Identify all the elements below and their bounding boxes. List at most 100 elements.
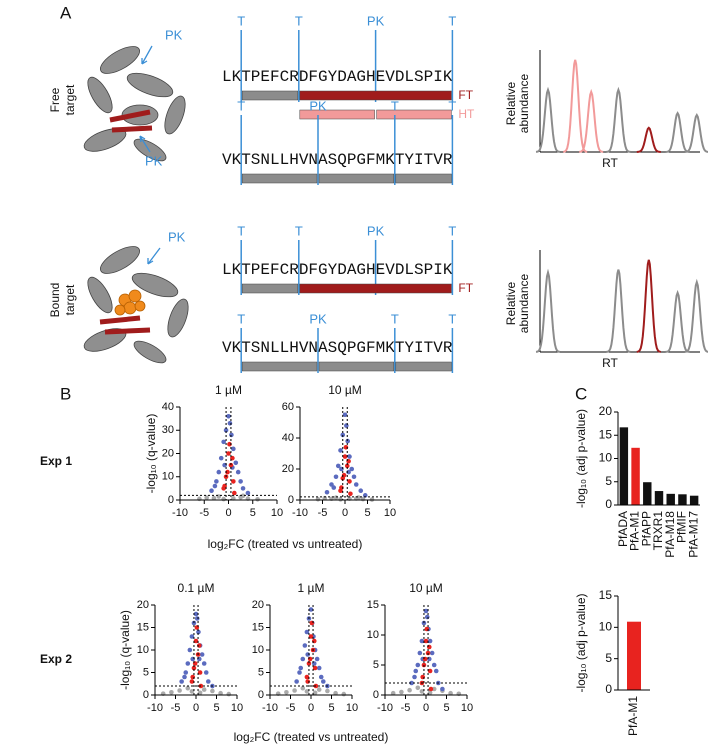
y-tick-label: 20 <box>252 599 264 611</box>
point <box>429 650 435 656</box>
peptide-bar <box>299 109 375 120</box>
y-tick-label: 15 <box>599 588 613 602</box>
point <box>413 668 419 674</box>
peptide-tag: FT <box>458 281 473 295</box>
protein-bound <box>83 246 189 364</box>
cut-label: PK <box>367 223 385 238</box>
point <box>304 674 310 680</box>
bar <box>678 494 687 505</box>
y-axis-label: -log₁₀ (adj p-value) <box>574 593 588 692</box>
y-tick-label: 0 <box>605 497 612 511</box>
point <box>399 689 404 695</box>
cut-label: T <box>237 13 245 28</box>
y-tick-label: 15 <box>252 621 264 633</box>
point <box>419 689 425 694</box>
peak <box>684 278 708 353</box>
chart-title: 10 µM <box>328 383 362 397</box>
cut-label: T <box>237 311 245 326</box>
pk-label: PK <box>168 229 186 244</box>
point <box>201 687 207 692</box>
y-tick-label: 0 <box>168 494 174 506</box>
y-tick-label: 5 <box>143 666 149 678</box>
x-tick-label: 0 <box>225 507 231 519</box>
row-label: Exp 1 <box>40 454 72 468</box>
point <box>344 423 349 428</box>
x-tick-label: TRXR1 <box>651 511 665 551</box>
point <box>211 495 217 501</box>
y-tick-label: 10 <box>599 620 613 634</box>
point <box>292 688 297 693</box>
peptide-bar <box>299 283 452 294</box>
point <box>433 668 439 674</box>
point <box>335 463 341 469</box>
point <box>189 679 195 684</box>
point <box>342 454 348 459</box>
point <box>182 674 187 680</box>
point <box>346 469 351 475</box>
row-label: Bound <box>48 283 62 318</box>
x-axis-label: log₂FC (treated vs untreated) <box>208 537 363 551</box>
y-tick-label: 20 <box>599 404 613 418</box>
point <box>298 665 304 671</box>
x-tick-label: 0 <box>342 507 348 519</box>
y-tick-label: 5 <box>373 659 379 671</box>
point <box>238 479 243 484</box>
point <box>221 496 226 502</box>
y-tick-label: 0 <box>258 689 264 701</box>
point <box>187 647 193 653</box>
cut-label: T <box>391 98 399 113</box>
point <box>179 679 184 684</box>
point <box>415 685 421 691</box>
y-tick-label: 5 <box>258 666 264 678</box>
cut-label: T <box>448 98 456 113</box>
y-tick-label: 0 <box>288 494 294 506</box>
peptide-sequence: VKTSNLLHVNASQPGFMKTYITVR <box>222 151 453 169</box>
point <box>407 687 412 693</box>
point <box>191 665 197 671</box>
peptide-bar <box>376 109 452 120</box>
point <box>194 616 200 621</box>
point <box>424 614 430 620</box>
point <box>358 488 364 494</box>
point <box>423 638 429 644</box>
point <box>227 420 233 426</box>
cut-label: T <box>448 13 456 28</box>
peak <box>684 113 708 153</box>
y-tick-label: 0 <box>605 682 612 696</box>
row-label: target <box>63 84 77 115</box>
point <box>316 665 322 671</box>
peak <box>535 86 561 153</box>
y-tick-label: 10 <box>162 471 174 483</box>
peak <box>606 86 631 153</box>
point <box>225 469 230 475</box>
point <box>314 656 320 662</box>
peptide-bar <box>395 173 452 184</box>
peptide-sequence: VKTSNLLHVNASQPGFMKTYITVR <box>222 339 453 357</box>
point <box>255 497 260 502</box>
peak <box>665 111 690 153</box>
point <box>189 689 195 694</box>
peptide-tag: FT <box>458 88 473 102</box>
point <box>440 686 445 692</box>
cut-label: PK <box>309 311 327 326</box>
y-axis-label: -log₁₀ (q-value) <box>144 414 158 494</box>
bar <box>654 491 664 505</box>
point <box>231 479 236 484</box>
y-tick-label: 20 <box>137 599 149 611</box>
x-axis-label: RT <box>602 156 618 170</box>
x-tick-label: 5 <box>443 702 449 714</box>
point <box>333 474 339 480</box>
point <box>417 650 423 656</box>
x-tick-label: PfA-M1 <box>628 511 642 551</box>
point <box>428 686 434 692</box>
cut-label: T <box>295 13 303 28</box>
point <box>324 489 330 495</box>
point <box>193 611 199 617</box>
x-tick-label: 0 <box>193 702 199 714</box>
point <box>221 439 226 445</box>
x-axis-label: RT <box>602 356 618 370</box>
x-tick-label: PfADA <box>616 511 630 547</box>
point <box>226 451 231 456</box>
point <box>315 496 321 502</box>
